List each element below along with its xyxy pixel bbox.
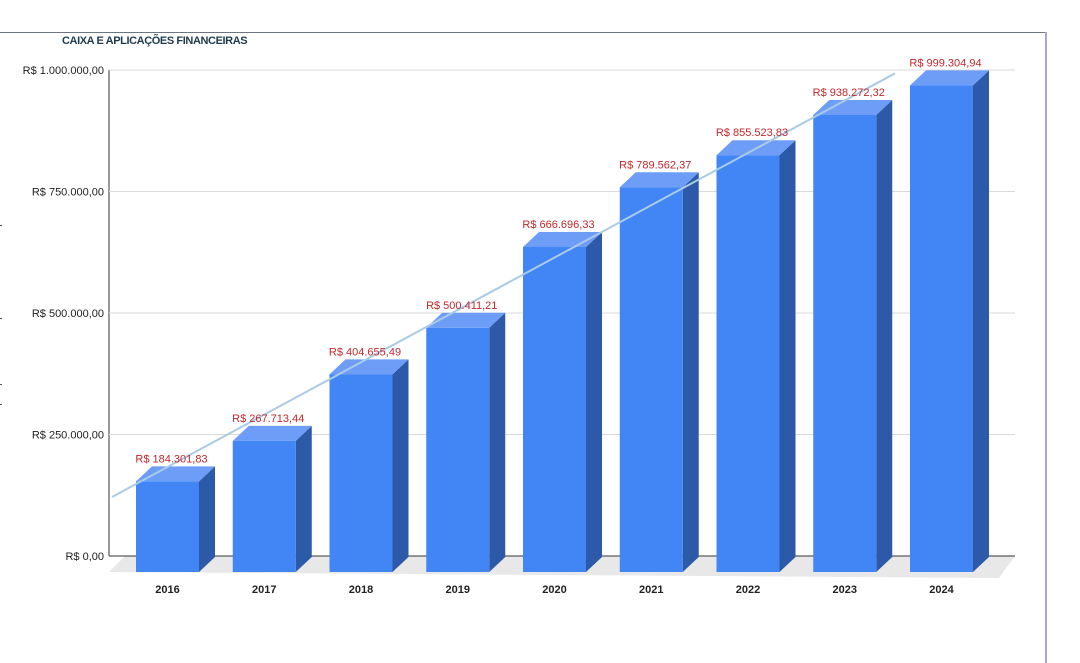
y-tick-label: R$ 500.000,00: [32, 308, 104, 320]
x-tick-label: 2020: [542, 584, 566, 596]
data-label: R$ 789.562,37: [619, 159, 691, 171]
x-tick-label: 2019: [446, 584, 470, 596]
data-label: R$ 938.272,32: [813, 87, 885, 99]
bar-side: [392, 359, 409, 572]
x-tick-label: 2022: [736, 584, 760, 596]
trendline-line: [111, 72, 896, 498]
x-tick-label: 2024: [929, 584, 954, 596]
bar-side: [199, 466, 215, 572]
bar-top: [910, 70, 989, 86]
bar-front: [716, 155, 780, 572]
bar-side: [876, 99, 893, 573]
bar-side: [779, 140, 796, 572]
bar-top: [329, 359, 409, 375]
edge-mark: [0, 404, 2, 405]
data-label: R$ 855.523,83: [716, 127, 788, 139]
bar-side: [295, 425, 312, 572]
edge-mark: [0, 318, 2, 319]
bar: [329, 359, 409, 572]
data-label: R$ 666.696,33: [522, 219, 594, 231]
y-tick-label: R$ 1.000.000,00: [23, 65, 104, 77]
bar: [232, 425, 312, 572]
chart-title: CAIXA E APLICAÇÕES FINANCEIRAS: [62, 34, 247, 47]
bar-front: [813, 114, 877, 573]
frame-right-border: [1045, 32, 1047, 663]
y-tick-label: R$ 750.000,00: [32, 187, 104, 199]
data-label: R$ 404.655,49: [329, 346, 401, 358]
bar-front: [329, 374, 393, 572]
y-axis: R$ 0,00 R$ 250.000,00 R$ 500.000,00 R$ 750.…: [23, 65, 104, 563]
data-label: R$ 267.713,44: [232, 413, 304, 425]
data-label: R$ 999.304,94: [909, 57, 981, 69]
x-tick-label: 2018: [349, 584, 373, 596]
y-tick-label: R$ 250.000,00: [32, 430, 104, 442]
bar: [136, 466, 215, 572]
bar-front: [910, 85, 973, 572]
bar: [426, 312, 506, 572]
bar: [716, 140, 796, 572]
x-axis: 2016 2017 2018 2019 2020 2021 2022 2023 2024: [155, 584, 954, 596]
bar-top: [619, 172, 699, 188]
data-labels: R$ 184.301,83 R$ 267.713,44 R$ 404.655,49 R…: [135, 57, 981, 465]
bar-side: [489, 312, 506, 572]
bar: [523, 231, 602, 572]
data-label: R$ 500.411,21: [426, 300, 497, 312]
edge-mark: [0, 384, 2, 385]
bar-front: [619, 187, 683, 572]
bar-front: [426, 327, 490, 572]
frame-top-border: [0, 32, 1046, 33]
x-tick-label: 2021: [639, 584, 663, 596]
bar-top: [136, 466, 215, 482]
bar-side: [682, 172, 699, 572]
x-tick-label: 2016: [155, 584, 179, 596]
x-tick-label: 2023: [833, 584, 857, 596]
bar: [910, 70, 989, 572]
edge-mark: [0, 225, 2, 226]
bar-front: [232, 440, 296, 572]
bar-side: [973, 70, 989, 572]
bar: [619, 172, 699, 572]
bar: [813, 99, 893, 573]
data-label: R$ 184.301,83: [135, 453, 207, 465]
bars: [136, 70, 989, 573]
bar-top: [232, 425, 312, 441]
y-tick-label: R$ 0,00: [65, 551, 104, 563]
bar-front: [136, 481, 199, 572]
x-tick-label: 2017: [252, 584, 276, 596]
bar-top: [813, 99, 893, 115]
trendline: [111, 72, 896, 498]
bar-side: [586, 231, 602, 572]
bar-front: [523, 246, 586, 572]
